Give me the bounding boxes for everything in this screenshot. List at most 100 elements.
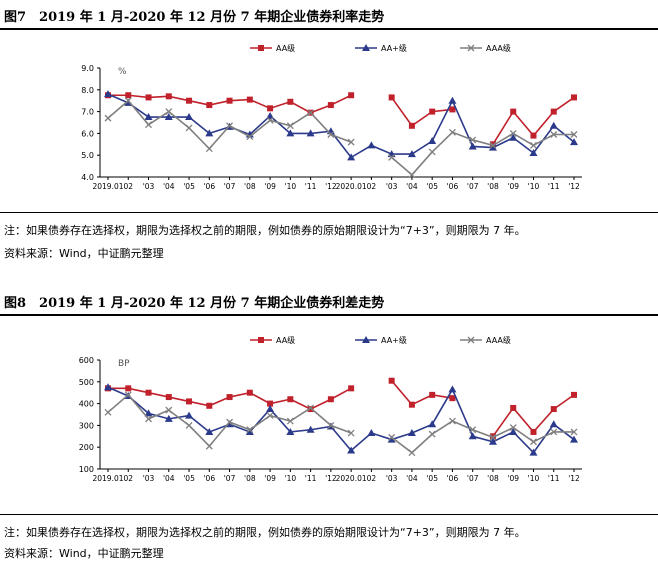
figure-7-source: 资料来源：Wind，中证鹏元整理 xyxy=(4,247,164,260)
data-point xyxy=(245,427,254,435)
figure-8-bottom-rule xyxy=(0,514,658,515)
series-line xyxy=(107,93,575,159)
legend-marker xyxy=(258,337,264,343)
x-tick-label: '04 xyxy=(163,474,175,483)
x-tick-label: '08 xyxy=(487,182,499,191)
data-point xyxy=(306,425,315,433)
data-point xyxy=(448,96,457,104)
data-point xyxy=(448,128,456,136)
data-point xyxy=(448,385,457,393)
figure-7-title: 图7 2019 年 1 月-2020 年 12 月份 7 年期企业债券利率走势 xyxy=(4,10,385,25)
legend-marker xyxy=(362,44,370,51)
y-tick-label: 600 xyxy=(79,356,94,365)
x-tick-label: '11 xyxy=(305,182,317,191)
series-line xyxy=(391,131,574,176)
x-tick-label: '08 xyxy=(487,474,499,483)
figure-7-bottom-rule xyxy=(0,212,658,213)
data-point xyxy=(246,133,254,141)
data-point xyxy=(550,108,557,115)
data-point xyxy=(428,148,436,156)
data-point xyxy=(205,442,213,450)
data-point xyxy=(267,400,274,407)
data-point xyxy=(571,391,577,398)
data-point xyxy=(266,111,275,119)
data-point xyxy=(164,414,173,422)
data-point xyxy=(509,424,517,432)
data-point xyxy=(145,94,152,101)
data-point xyxy=(286,427,295,435)
data-point xyxy=(449,106,456,113)
data-point xyxy=(266,412,274,420)
data-point xyxy=(570,428,578,436)
data-point xyxy=(529,149,538,157)
series-x xyxy=(104,391,578,457)
x-tick-label: '10 xyxy=(528,182,540,191)
data-point xyxy=(489,433,497,441)
x-tick-label: '12 xyxy=(325,474,337,483)
legend-item: AA级 xyxy=(250,43,295,53)
data-point xyxy=(408,171,416,179)
data-point xyxy=(185,421,193,429)
data-point xyxy=(469,136,477,144)
figure-7-note: 注：如果债券存在选择权，期限为选择权之前的期限，例如债券的原始期限设计为“7+3… xyxy=(4,224,526,237)
figure-8-title: 图8 2019 年 1 月-2020 年 12 月份 7 年期企业债券利差走势 xyxy=(4,296,385,311)
data-point xyxy=(570,131,578,138)
x-tick-label: '08 xyxy=(244,474,256,483)
data-point xyxy=(206,102,213,109)
y-tick-label: 500 xyxy=(79,378,94,387)
x-tick-label: '12 xyxy=(568,474,580,483)
data-point xyxy=(408,449,416,457)
data-point xyxy=(388,433,396,441)
data-point xyxy=(185,113,194,121)
unit-label: % xyxy=(118,67,127,77)
y-tick-label: 6.0 xyxy=(81,129,94,138)
data-point xyxy=(185,124,193,132)
data-point xyxy=(125,92,132,99)
data-point xyxy=(468,142,477,150)
legend-item: AA+级 xyxy=(355,335,407,345)
data-point xyxy=(104,90,112,98)
data-point xyxy=(205,427,214,435)
data-point xyxy=(408,122,415,129)
data-point xyxy=(286,417,294,425)
legend-item: AA+级 xyxy=(355,43,407,53)
x-tick-label: '04 xyxy=(163,182,175,191)
legend-label: AAA级 xyxy=(486,335,511,345)
data-point xyxy=(266,116,274,124)
y-tick-label: 5.0 xyxy=(81,151,94,160)
data-point xyxy=(489,141,497,149)
data-point xyxy=(226,394,233,401)
legend-label: AA级 xyxy=(276,335,295,345)
data-point xyxy=(348,385,355,392)
data-point xyxy=(164,113,173,121)
x-tick-label: '05 xyxy=(426,474,438,483)
data-point xyxy=(428,420,437,428)
data-point xyxy=(509,129,517,137)
data-point xyxy=(429,108,436,115)
x-tick-label: 02 xyxy=(123,182,133,191)
data-point xyxy=(307,404,315,412)
x-tick-label: 2020.01 xyxy=(336,474,367,483)
data-point xyxy=(287,396,294,403)
x-tick-label: '09 xyxy=(264,474,276,483)
x-tick-label: '04 xyxy=(406,182,418,191)
data-point xyxy=(428,137,437,145)
x-tick-label: '09 xyxy=(507,474,519,483)
data-point xyxy=(549,121,558,129)
legend-marker xyxy=(258,45,264,51)
data-point xyxy=(388,153,396,161)
data-point xyxy=(348,92,355,99)
figure-7-top-rule xyxy=(0,28,658,30)
data-point xyxy=(307,406,314,413)
data-point xyxy=(327,396,334,403)
x-tick-label: '03 xyxy=(386,182,398,191)
data-point xyxy=(489,433,496,440)
data-point xyxy=(347,429,355,437)
data-point xyxy=(429,391,436,398)
x-tick-label: 02 xyxy=(123,474,133,483)
x-tick-label: 2020.01 xyxy=(336,182,367,191)
legend-marker xyxy=(362,336,370,343)
y-tick-label: 9.0 xyxy=(81,64,94,73)
legend-item: AAA级 xyxy=(460,43,511,53)
